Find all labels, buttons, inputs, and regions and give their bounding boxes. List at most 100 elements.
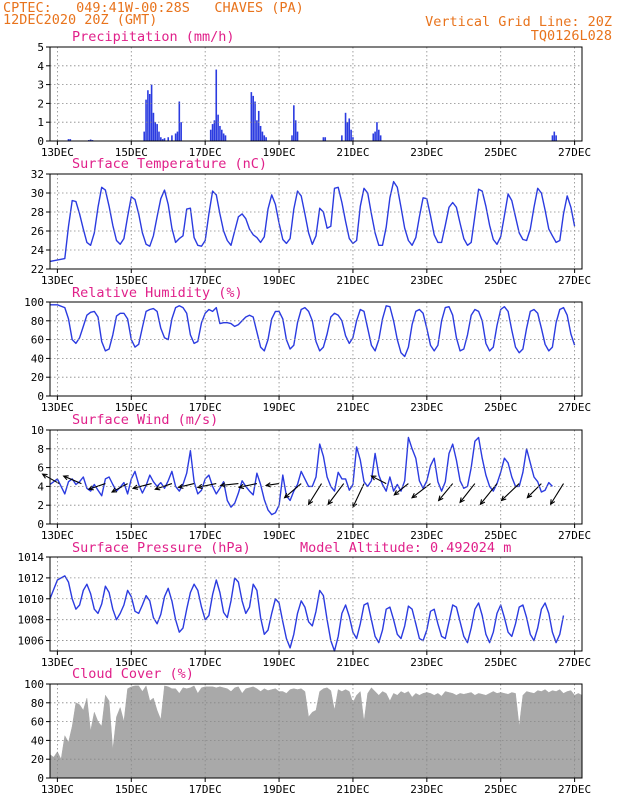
- x-tick-label: 15DEC: [115, 783, 148, 796]
- precip-panel: 0 1 2 3 4 5 13DEC 15DEC 17DEC 19DEC 21DEC 23DEC 25DE…: [37, 41, 591, 159]
- x-tick-label: 13DEC: [41, 146, 74, 159]
- wind-arrow: [155, 483, 173, 490]
- y-tick-label: 10: [31, 424, 44, 437]
- precip-bar: [217, 114, 219, 141]
- x-tick-label: 21DEC: [336, 783, 369, 796]
- pressure-line: [49, 575, 565, 652]
- temp-title: Surface Temperature (nC): [72, 156, 268, 172]
- wind-arrow: [371, 475, 387, 485]
- x-tick-label: 27DEC: [558, 146, 591, 159]
- y-tick-label: 0: [37, 135, 44, 148]
- wind-arrow: [308, 483, 323, 505]
- precip-bar: [350, 129, 352, 141]
- precip-bar: [379, 135, 382, 141]
- precip-bar: [376, 122, 378, 141]
- y-tick-label: 8: [37, 443, 44, 456]
- precip-bar: [67, 139, 70, 141]
- y-tick-label: 80: [31, 697, 44, 710]
- precip-bar: [209, 129, 212, 141]
- precip-bar: [158, 131, 160, 141]
- wind-arrow: [393, 483, 409, 496]
- precip-bar: [145, 99, 147, 141]
- x-tick-label: 17DEC: [189, 656, 222, 669]
- station-header: CPTEC: 049:41W-00:28S CHAVES (PA): [3, 0, 304, 16]
- wind-arrow: [459, 483, 476, 503]
- x-tick-label: 21DEC: [336, 529, 369, 542]
- x-tick-label: 19DEC: [262, 656, 295, 669]
- y-tick-label: 100: [24, 296, 44, 309]
- precip-bar: [551, 135, 554, 141]
- y-tick-label: 4: [37, 480, 44, 493]
- wind-arrow-head: [264, 482, 272, 488]
- precip-bar: [293, 105, 295, 141]
- y-tick-label: 2: [37, 97, 44, 110]
- x-tick-label: 25DEC: [484, 401, 517, 414]
- y-tick-label: 20: [31, 753, 44, 766]
- x-tick-label: 21DEC: [336, 656, 369, 669]
- x-tick-label: 23DEC: [410, 529, 443, 542]
- precip-bar: [143, 131, 146, 141]
- run-datetime: 12DEC2020 20Z (GMT): [3, 12, 158, 28]
- plot-frame: [49, 429, 583, 525]
- x-tick-label: 19DEC: [262, 401, 295, 414]
- precip-bar: [213, 120, 216, 141]
- plot-frame: [49, 683, 583, 779]
- pressure-panel: 1006 1008 1010 1012 1014 13DEC 15DEC 17DEC 19DEC…: [18, 551, 592, 669]
- wind-arrow: [132, 483, 152, 489]
- y-tick-label: 1008: [18, 614, 45, 627]
- rh-title: Relative Humidity (%): [72, 285, 243, 301]
- x-tick-label: 25DEC: [484, 146, 517, 159]
- y-tick-label: 1012: [18, 572, 45, 585]
- precip-bar: [211, 124, 214, 141]
- x-tick-label: 15DEC: [115, 401, 148, 414]
- plot-frame: [49, 301, 583, 397]
- x-tick-label: 27DEC: [558, 529, 591, 542]
- precip-bar: [222, 133, 225, 141]
- x-tick-label: 23DEC: [410, 401, 443, 414]
- y-tick-label: 40: [31, 352, 44, 365]
- precip-bar: [163, 138, 166, 141]
- precip-bar: [167, 137, 170, 141]
- wind-arrow: [411, 483, 431, 499]
- x-tick-label: 21DEC: [336, 146, 369, 159]
- x-tick-label: 25DEC: [484, 656, 517, 669]
- precip-bar: [160, 137, 162, 141]
- x-tick-label: 17DEC: [189, 274, 222, 287]
- y-tick-label: 28: [31, 206, 44, 219]
- x-tick-label: 13DEC: [41, 529, 74, 542]
- precip-bar: [89, 139, 92, 141]
- precip-bar: [291, 135, 293, 141]
- wind-arrow-head: [479, 499, 486, 506]
- x-tick-label: 27DEC: [558, 274, 591, 287]
- x-tick-label: 15DEC: [115, 274, 148, 287]
- wind-arrow: [266, 483, 280, 487]
- wind-arrow-head: [110, 487, 118, 493]
- wind-title: Surface Wind (m/s): [72, 412, 219, 428]
- x-tick-label: 25DEC: [484, 529, 517, 542]
- y-tick-label: 26: [31, 225, 44, 238]
- precip-bar: [180, 122, 182, 141]
- x-tick-label: 19DEC: [262, 529, 295, 542]
- wind-panel: 0 2 4 6 8 10 13DEC 15DEC 17DEC 19DEC 21DEC 23DEC 25D…: [31, 424, 591, 542]
- vertical-grid-note: Vertical Grid Line: 20Z: [425, 14, 612, 30]
- wind-arrow: [63, 475, 82, 485]
- wind-arrow-head: [327, 499, 333, 506]
- x-tick-label: 19DEC: [262, 783, 295, 796]
- wind-arrow-head: [549, 499, 556, 506]
- precip-bar: [156, 124, 158, 141]
- precip-bar: [250, 92, 253, 141]
- precip-bar: [374, 131, 376, 141]
- precip-bar: [254, 101, 256, 141]
- wind-arrow-head: [526, 492, 533, 499]
- y-tick-label: 1010: [18, 593, 45, 606]
- wind-arrow: [220, 483, 239, 487]
- x-tick-label: 27DEC: [558, 783, 591, 796]
- y-tick-label: 5: [37, 41, 44, 54]
- wind-arrow-head: [219, 482, 226, 488]
- wind-arrow-head: [41, 473, 48, 479]
- cloud-area: [49, 685, 583, 779]
- plot-frame: [49, 173, 583, 270]
- wind-arrow: [526, 483, 542, 499]
- precip-bar: [261, 131, 264, 141]
- x-tick-label: 19DEC: [262, 146, 295, 159]
